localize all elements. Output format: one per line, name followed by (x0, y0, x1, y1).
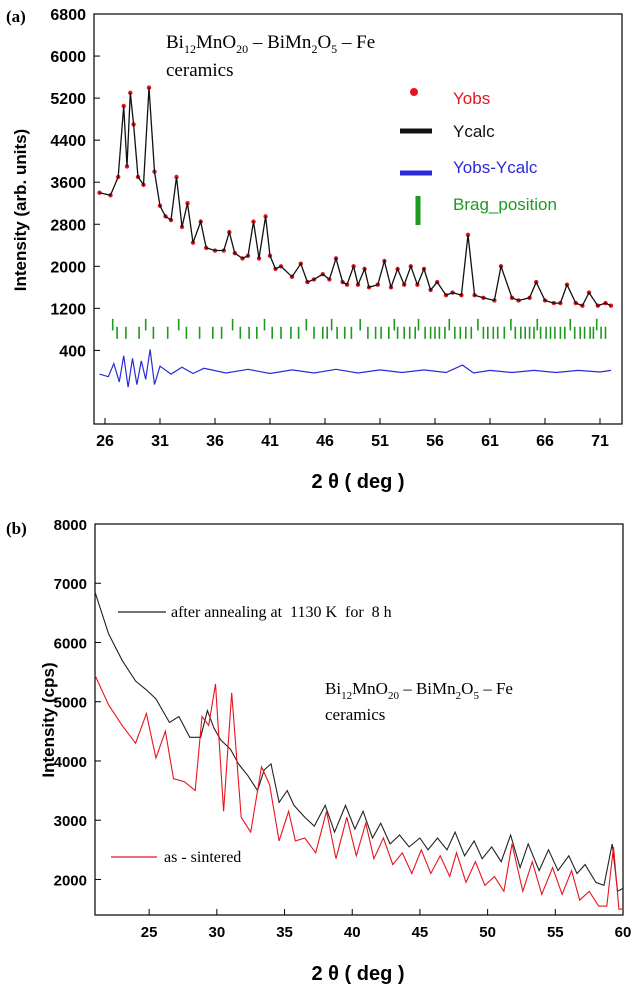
formula-part: – Fe (479, 679, 513, 698)
sample-label-a: Bi12MnO20 – BiMn2O5 – Fe ceramics (166, 32, 375, 81)
x-tick-label-a: 51 (371, 433, 389, 450)
data-point-yobs (124, 164, 130, 169)
x-tick-label-b: 55 (547, 924, 564, 941)
sample-ceramics-a: ceramics (166, 60, 234, 81)
y-tick-label-b: 2000 (54, 872, 87, 889)
legend-label-bragg: Brag_position (453, 195, 557, 214)
formula-part: – Fe (337, 32, 375, 53)
y-tick-label-a: 2800 (50, 217, 86, 234)
x-tick-label-b: 50 (479, 924, 496, 941)
panel-b: (b) 2000 3000 4000 5000 6000 7000 8000 25 30 35 4… (6, 517, 631, 985)
formula-sub: 5 (473, 690, 479, 702)
y-axis-title-a: Intensity (arb. units) (11, 129, 30, 291)
y-tick-label-b: 6000 (54, 635, 87, 652)
y-tick-label-b: 8000 (54, 517, 87, 534)
y-tick-label-b: 7000 (54, 576, 87, 593)
series-line-ycalc (99, 87, 612, 307)
formula-part: Bi (325, 679, 341, 698)
data-point-yobs (608, 303, 614, 308)
legend-label-annealed: after annealing at 1130 K for 8 h (171, 604, 392, 621)
formula-sub: 20 (388, 690, 400, 702)
series-group-a (97, 85, 614, 388)
y-tick-label-a: 6800 (50, 7, 86, 24)
formula-part: – BiMn (399, 679, 456, 698)
x-tick-label-b: 40 (344, 924, 361, 941)
sample-formula-b: Bi12MnO20 – BiMn2O5 – Fe (325, 679, 513, 702)
legend-marker-yobs (410, 88, 418, 96)
sample-formula-a: Bi12MnO20 – BiMn2O5 – Fe (166, 32, 375, 56)
sample-ceramics-b: ceramics (325, 705, 385, 724)
formula-sub: 12 (184, 42, 196, 56)
y-tick-label-a: 3600 (50, 175, 86, 192)
x-tick-label-a: 56 (426, 433, 444, 450)
legend-label-ycalc: Ycalc (453, 122, 495, 141)
formula-sub: 12 (341, 690, 352, 702)
series-line-yobs-ycalc (99, 349, 612, 388)
x-tick-label-a: 71 (591, 433, 609, 450)
legend-b: after annealing at 1130 K for 8 h as - s… (111, 604, 392, 866)
x-tick-label-b: 45 (412, 924, 429, 941)
series-line-as-sintered (94, 674, 623, 910)
panel-a: (a) 40012002000280036004400520060006800 … (6, 7, 623, 493)
plot-frame-b (94, 523, 624, 916)
x-tick-label-a: 31 (151, 433, 169, 450)
x-axis-ticks-a: 26 31 36 41 46 51 56 61 66 71 (96, 418, 609, 450)
y-tick-label-b: 3000 (54, 813, 87, 830)
x-tick-label-b: 30 (209, 924, 226, 941)
x-tick-label-a: 36 (206, 433, 224, 450)
x-tick-label-a: 61 (481, 433, 499, 450)
y-tick-label-a: 2000 (50, 259, 86, 276)
series-line-annealed (94, 591, 624, 893)
legend-a: Yobs Ycalc Yobs-Ycalc Brag_position (400, 88, 557, 225)
x-tick-label-a: 46 (316, 433, 334, 450)
legend-label-sintered: as - sintered (164, 849, 241, 866)
sample-label-b: Bi12MnO20 – BiMn2O5 – Fe ceramics (325, 679, 513, 724)
x-tick-label-b: 25 (141, 924, 158, 941)
x-tick-label-a: 26 (96, 433, 114, 450)
y-tick-label-a: 1200 (50, 301, 86, 318)
x-tick-label-a: 66 (536, 433, 554, 450)
y-tick-label-a: 5200 (50, 91, 86, 108)
formula-part: O (317, 32, 331, 53)
y-tick-label-a: 6000 (50, 49, 86, 66)
formula-part: MnO (196, 32, 236, 53)
y-tick-label-b: 4000 (54, 754, 87, 771)
plot-frame-a (93, 13, 623, 425)
series-group-b (94, 591, 624, 910)
legend-label-yobs: Yobs (453, 89, 490, 108)
x-tick-label-b: 35 (276, 924, 293, 941)
formula-sub: 5 (331, 42, 337, 56)
y-axis-ticks-a: 400 1200 2000 2800 3600 4400 5200 6000 6800 (50, 7, 100, 360)
formula-sub: 2 (311, 42, 317, 56)
formula-part: MnO (352, 679, 388, 698)
y-axis-title-b: Intensity (cps) (39, 662, 58, 777)
x-axis-title-a: 2 θ ( deg ) (311, 471, 404, 493)
y-tick-label-a: 4400 (50, 133, 86, 150)
formula-part: O (461, 679, 473, 698)
x-tick-label-b: 60 (615, 924, 632, 941)
panel-a-label: (a) (6, 7, 26, 26)
legend-label-diff: Yobs-Ycalc (453, 158, 538, 177)
x-tick-label-a: 41 (261, 433, 279, 450)
x-axis-title-b: 2 θ ( deg ) (311, 963, 404, 985)
panel-b-label: (b) (6, 519, 27, 538)
x-axis-ticks-b: 25 30 35 40 45 50 55 60 (141, 909, 632, 941)
y-axis-ticks-b: 2000 3000 4000 5000 6000 7000 8000 (54, 517, 101, 889)
y-tick-label-a: 400 (59, 343, 86, 360)
y-tick-label-b: 5000 (54, 695, 87, 712)
formula-part: – BiMn (248, 32, 312, 53)
formula-sub: 20 (236, 42, 248, 56)
formula-part: Bi (166, 32, 184, 53)
formula-sub: 2 (456, 690, 462, 702)
